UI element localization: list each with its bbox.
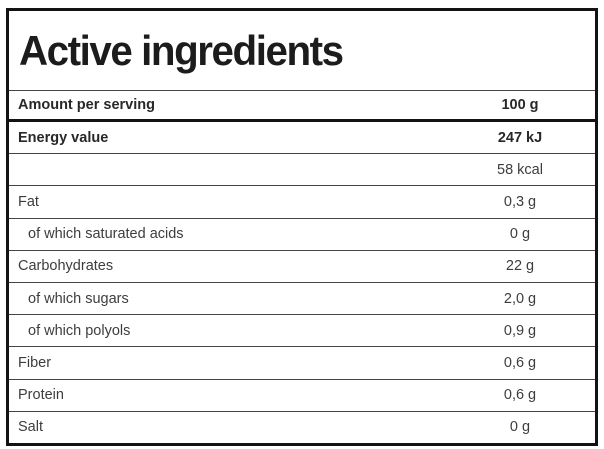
row-label: Energy value [18,129,109,146]
row-value: 0 g [509,419,531,436]
row-value: 0,9 g [503,322,537,339]
row-label: Fiber [18,355,52,372]
table-row: 58 kcal [9,154,595,187]
row-value: 2,0 g [503,290,537,307]
row-label: of which polyols [28,322,131,339]
row-value: 0 g [509,226,531,243]
table-row: Fat 0,3 g [9,186,595,219]
serving-header-label: Amount per serving [18,97,155,113]
row-value: 247 kJ [497,129,543,146]
nutrition-table: Active ingredients Amount per serving 10… [6,8,598,446]
table-row: of which sugars 2,0 g [9,283,595,316]
serving-header-row: Amount per serving 100 g [9,91,595,122]
row-value: 58 kcal [497,161,543,178]
row-label: of which sugars [28,290,129,307]
table-row: Fiber 0,6 g [9,347,595,380]
table-row: of which polyols 0,9 g [9,315,595,348]
row-label: Fat [18,194,39,210]
row-label: Carbohydrates [18,258,114,275]
row-label: of which saturated acids [28,226,184,243]
panel-title: Active ingredients [19,26,344,74]
table-row: Salt 0 g [9,412,595,443]
table-row: Energy value 247 kJ [9,122,595,155]
row-value: 0,6 g [503,355,537,372]
serving-header-value: 100 g [501,97,539,113]
row-value: 0,3 g [503,194,537,210]
row-label: Salt [18,419,43,436]
table-row: of which saturated acids 0 g [9,219,595,251]
row-label: Protein [18,387,64,404]
table-row: Carbohydrates 22 g [9,251,595,284]
table-row: Protein 0,6 g [9,380,595,412]
row-value: 22 g [505,258,535,275]
title-block: Active ingredients [9,11,595,91]
row-value: 0,6 g [503,387,537,404]
